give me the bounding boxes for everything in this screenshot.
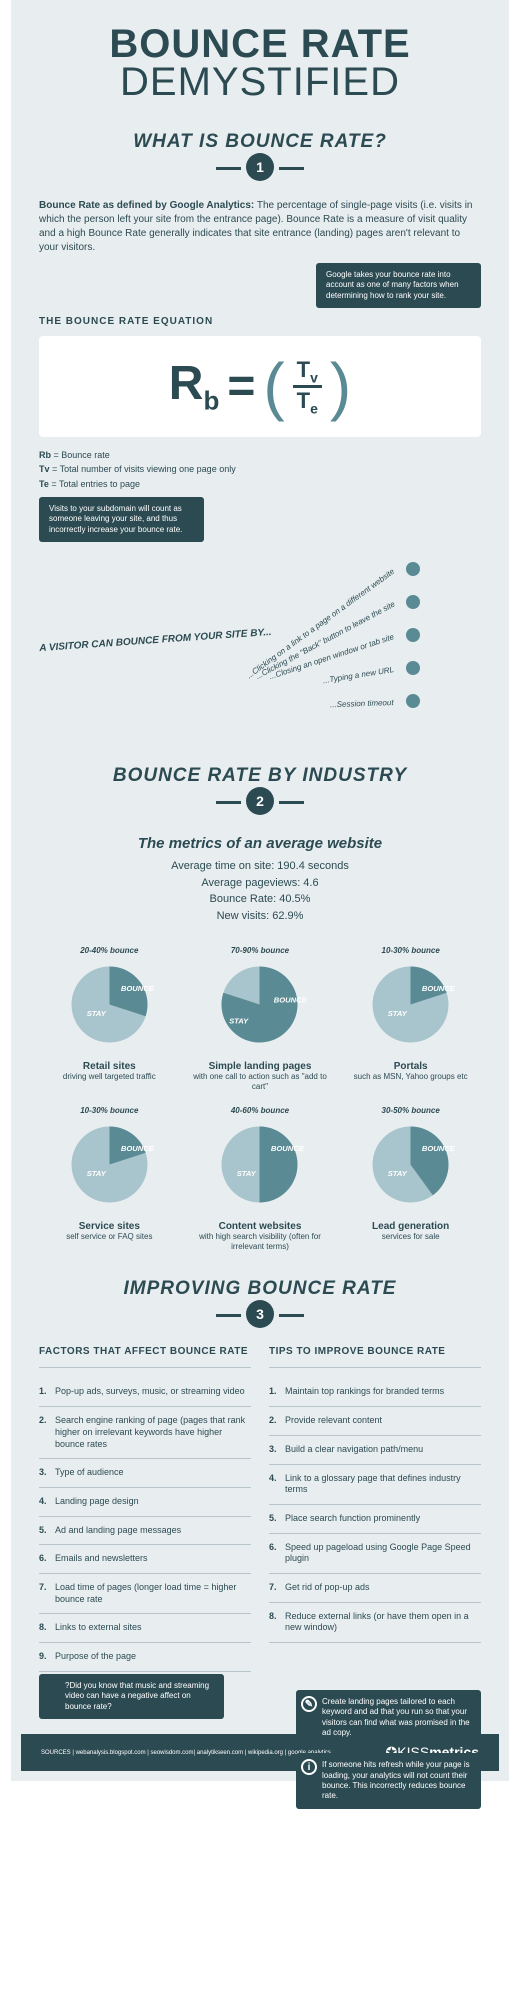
svg-text:STAY: STAY (388, 1009, 408, 1018)
sources-text: SOURCES | webanalysis.blogspot.com | seo… (41, 1750, 331, 1756)
svg-text:STAY: STAY (388, 1169, 408, 1178)
intro-paragraph: Bounce Rate as defined by Google Analyti… (11, 191, 509, 263)
main-title: BOUNCE RATEDEMYSTIFIED (11, 0, 509, 116)
tip-item: Reduce external links (or have them open… (269, 1603, 481, 1643)
title-line2: DEMYSTIFIED (120, 60, 400, 104)
factor-item: Load time of pages (longer load time = h… (39, 1574, 251, 1614)
bounce-dot (406, 628, 420, 642)
svg-text:STAY: STAY (87, 1009, 107, 1018)
equation-box: Rb= ( TvTe ) (39, 336, 481, 437)
tip-item: Maintain top rankings for branded terms (269, 1378, 481, 1407)
factors-column: FACTORS THAT AFFECT BOUNCE RATE Pop-up a… (39, 1346, 251, 1671)
equation-heading: THE BOUNCE RATE EQUATION (11, 308, 509, 331)
pie-grid: 20-40% bounce BOUNCE STAY Retail sites d… (11, 934, 509, 1263)
svg-text:BOUNCE: BOUNCE (422, 984, 456, 993)
pie-cell: 10-30% bounce BOUNCE STAY Portals such a… (340, 946, 481, 1091)
bounce-item: ...Typing a new URL (322, 665, 394, 685)
two-columns: FACTORS THAT AFFECT BOUNCE RATE Pop-up a… (11, 1338, 509, 1679)
tip-item: Provide relevant content (269, 1407, 481, 1436)
info-icon: i (301, 1759, 317, 1775)
bounce-dot (406, 562, 420, 576)
callout-landing-pages: ✎Create landing pages tailored to each k… (296, 1690, 481, 1746)
svg-text:BOUNCE: BOUNCE (422, 1144, 456, 1153)
tip-item: Link to a glossary page that defines ind… (269, 1465, 481, 1505)
avg-metrics: The metrics of an average website Averag… (11, 825, 509, 934)
svg-text:BOUNCE: BOUNCE (274, 996, 307, 1005)
factor-item: Pop-up ads, surveys, music, or streaming… (39, 1378, 251, 1407)
equation-legend: Rb = Bounce rate Tv = Total number of vi… (11, 442, 509, 497)
pie-cell: 10-30% bounce BOUNCE STAY Service sites … (39, 1106, 180, 1251)
tips-column: TIPS TO IMPROVE BOUNCE RATE Maintain top… (269, 1346, 481, 1671)
svg-text:BOUNCE: BOUNCE (121, 1144, 155, 1153)
pie-cell: 20-40% bounce BOUNCE STAY Retail sites d… (39, 946, 180, 1091)
bounce-dot (406, 595, 420, 609)
bounce-dot (406, 661, 420, 675)
lightbulb-icon: ✎ (301, 1696, 317, 1712)
bounce-item: ...Session timeout (330, 698, 394, 709)
factor-item: Type of audience (39, 1459, 251, 1488)
svg-text:BOUNCE: BOUNCE (121, 984, 155, 993)
factor-item: Ad and landing page messages (39, 1517, 251, 1546)
bounce-reasons: A VISITOR CAN BOUNCE FROM YOUR SITE BY..… (11, 550, 509, 750)
pie-cell: 70-90% bounce BOUNCE STAY Simple landing… (190, 946, 331, 1091)
factor-item: Emails and newsletters (39, 1545, 251, 1574)
pie-cell: 30-50% bounce BOUNCE STAY Lead generatio… (340, 1106, 481, 1251)
svg-text:STAY: STAY (237, 1169, 257, 1178)
factor-item: Search engine ranking of page (pages tha… (39, 1407, 251, 1459)
factor-item: Purpose of the page (39, 1643, 251, 1672)
tip-item: Build a clear navigation path/menu (269, 1436, 481, 1465)
svg-text:STAY: STAY (230, 1017, 250, 1026)
section-3-header: IMPROVING BOUNCE RATE 3 (11, 1278, 509, 1328)
factor-item: Landing page design (39, 1488, 251, 1517)
section-2-header: BOUNCE RATE BY INDUSTRY 2 (11, 765, 509, 815)
section-1-header: WHAT IS BOUNCE RATE? 1 (11, 131, 509, 181)
svg-text:STAY: STAY (87, 1169, 107, 1178)
tip-item: Get rid of pop-up ads (269, 1574, 481, 1603)
callout-subdomain: Visits to your subdomain will count as s… (39, 497, 204, 542)
callout-google-rank: Google takes your bounce rate into accou… (316, 263, 481, 308)
pie-cell: 40-60% bounce BOUNCE STAY Content websit… (190, 1106, 331, 1251)
tip-item: Place search function prominently (269, 1505, 481, 1534)
tip-item: Speed up pageload using Google Page Spee… (269, 1534, 481, 1574)
callout-refresh: iIf someone hits refresh while your page… (296, 1753, 481, 1809)
bounce-dot (406, 694, 420, 708)
svg-text:BOUNCE: BOUNCE (271, 1144, 305, 1153)
callout-music-video: ?Did you know that music and streaming v… (39, 1674, 224, 1719)
factor-item: Links to external sites (39, 1614, 251, 1643)
